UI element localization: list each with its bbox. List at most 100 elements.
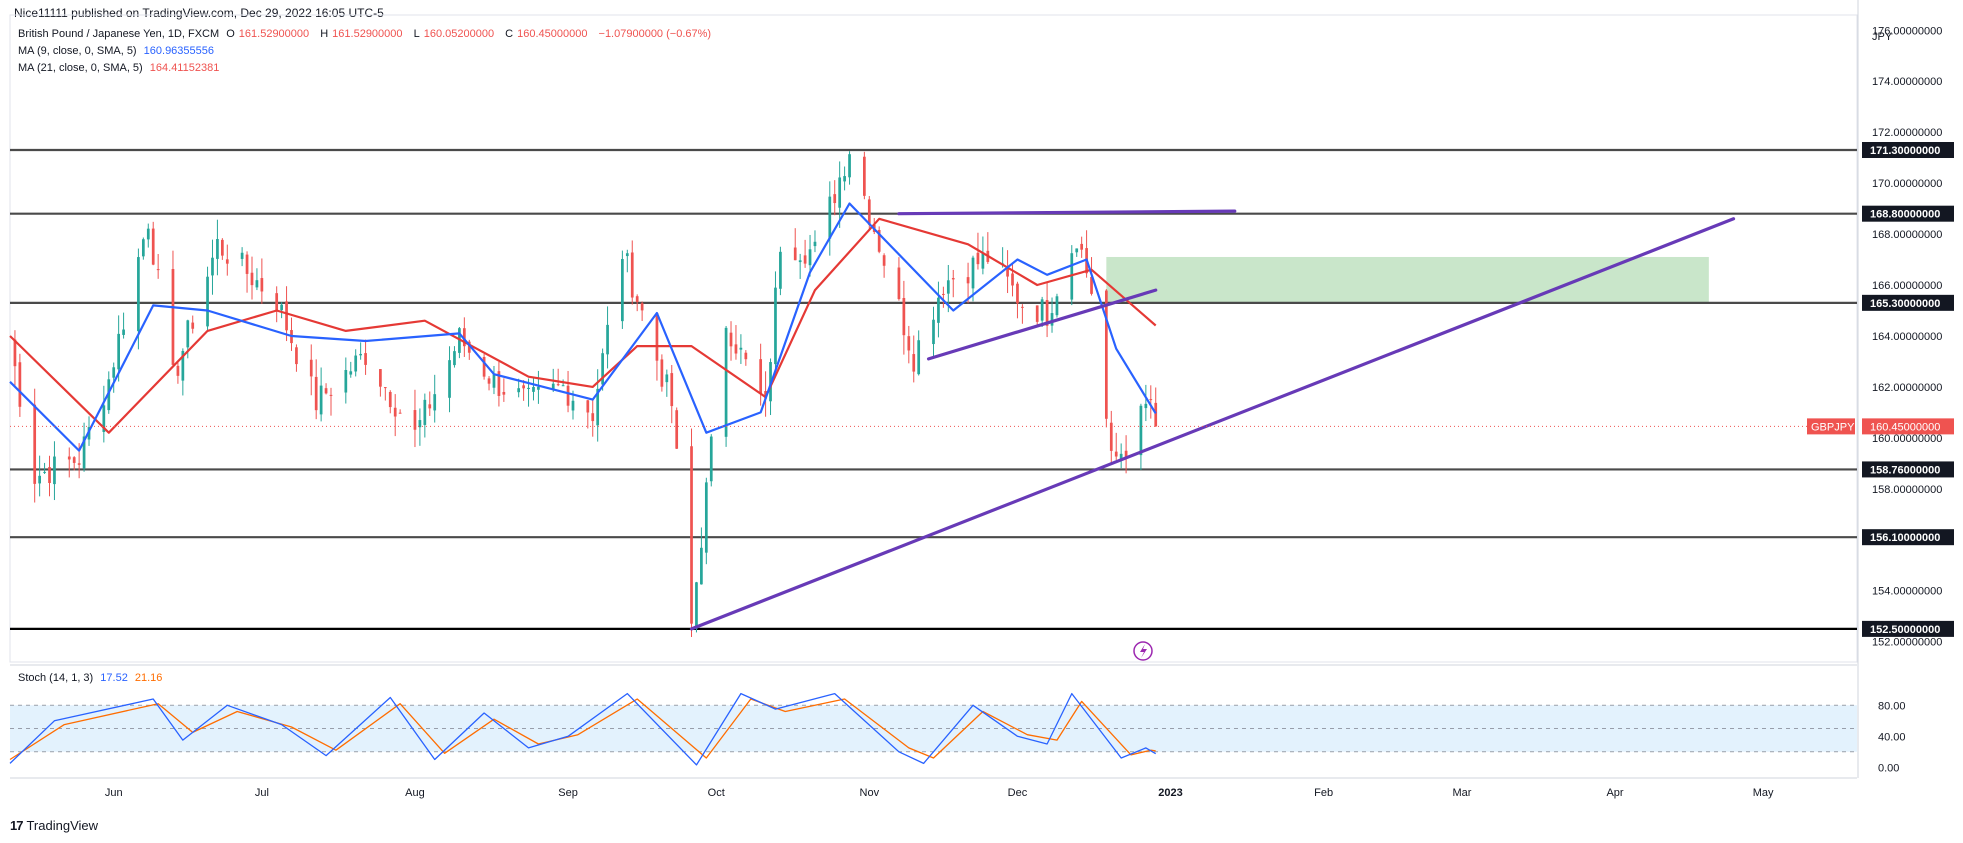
candle-body [596, 388, 600, 426]
candle-body [314, 376, 318, 411]
candle-body [1011, 273, 1014, 286]
time-tick-label: Mar [1452, 787, 1471, 799]
candle-body [700, 547, 703, 585]
candle-body [354, 355, 358, 372]
candle-body [532, 386, 535, 392]
stoch-label: Stoch (14, 1, 3) [18, 672, 94, 684]
candle-body [487, 378, 491, 384]
candle-body [848, 154, 851, 178]
price-tick-label: 162.00000000 [1872, 382, 1942, 394]
candle-body [709, 436, 713, 482]
candle-body [1040, 299, 1044, 321]
time-tick-label: Dec [1008, 787, 1028, 799]
high-label: H [320, 28, 329, 40]
candle-body [280, 304, 283, 311]
candle-body [937, 297, 940, 323]
candle-body [1114, 451, 1118, 457]
symbol-tag [1807, 418, 1855, 435]
candle-body [625, 253, 629, 257]
candle-body [151, 228, 155, 265]
candle-body [225, 259, 229, 264]
level-layer [10, 148, 1857, 630]
candle-body [882, 255, 886, 266]
candle-body [462, 328, 466, 347]
ma9-label: MA (9, close, 0, SMA, 5) [18, 45, 137, 57]
ma9-legend[interactable]: MA (9, close, 0, SMA, 5) 160.96355556 [18, 45, 218, 57]
price-tick-label: 166.00000000 [1872, 280, 1942, 292]
time-tick-label: Apr [1606, 787, 1623, 799]
candle-body [690, 446, 693, 624]
ohlc-low: L 160.05200000 [414, 28, 498, 40]
candle-body [537, 386, 540, 390]
time-tick-label: Feb [1314, 787, 1333, 799]
candle-body [774, 287, 777, 365]
candle-body [808, 249, 812, 266]
time-tick-label: Aug [405, 787, 425, 799]
ma9-value: 160.96355556 [143, 45, 215, 57]
candle-body [359, 353, 362, 356]
level-tag-text: 165.30000000 [1870, 298, 1940, 310]
stoch-tick-label: 40.00 [1878, 731, 1906, 743]
candle-body [220, 239, 224, 256]
symbol-name[interactable]: British Pound / Japanese Yen, 1D, FXCM [18, 28, 220, 40]
time-tick-label: Nov [860, 787, 880, 799]
level-tag-text: 168.80000000 [1870, 209, 1940, 221]
time-tick-label: May [1753, 787, 1774, 799]
candle-body [942, 293, 945, 295]
stoch-legend[interactable]: Stoch (14, 1, 3) 17.52 21.16 [18, 672, 166, 684]
high-value: 161.52900000 [332, 28, 403, 40]
ma21-legend[interactable]: MA (21, close, 0, SMA, 5) 164.41152381 [18, 62, 223, 74]
level-tag [1862, 205, 1954, 222]
close-label: C [505, 28, 514, 40]
candle-body [665, 374, 669, 383]
candle-body [695, 582, 698, 629]
candle-body [591, 413, 595, 422]
stoch-d-value: 21.16 [134, 672, 163, 684]
price-tick-label: 152.00000000 [1872, 637, 1942, 649]
price-tick-label: 154.00000000 [1872, 586, 1942, 598]
price-tick-label: 158.00000000 [1872, 484, 1942, 496]
tradingview-logo[interactable]: 17 TradingView [10, 818, 98, 833]
candle-body [379, 369, 382, 387]
trendline [926, 288, 1158, 361]
candle-body [1090, 276, 1093, 294]
event-marker-icon [1133, 641, 1153, 661]
candle-body [621, 259, 624, 322]
candle-body [18, 362, 22, 407]
candle-body [966, 277, 970, 284]
candle-body [137, 257, 140, 332]
candle-body [724, 327, 728, 437]
candle-body [309, 359, 313, 377]
candle-body [285, 301, 288, 331]
candle-body [176, 365, 180, 376]
candle-body [932, 319, 935, 345]
candle-body [497, 371, 501, 396]
price-tick-label: 172.00000000 [1872, 127, 1942, 139]
axes-layer: 152.00000000154.00000000156.00000000158.… [105, 25, 1954, 799]
candle-body [102, 405, 106, 432]
price-tick-label: 174.00000000 [1872, 76, 1942, 88]
level-tag-text: 171.30000000 [1870, 145, 1940, 157]
candle-body [571, 400, 575, 411]
ohlc-close: C 160.45000000 [505, 28, 591, 40]
candle-body [423, 399, 427, 425]
candle-body [433, 394, 437, 411]
candle-body [492, 374, 496, 388]
candle-body [393, 407, 397, 417]
level-tag [1862, 529, 1954, 546]
candle-body [843, 176, 846, 182]
ohlc-high: H 161.52900000 [320, 28, 406, 40]
candle-body [586, 400, 590, 413]
candle-body [793, 247, 797, 261]
candle-body [388, 391, 392, 408]
candle-body [522, 385, 525, 389]
candle-body [1045, 300, 1049, 326]
candle-body [67, 456, 71, 460]
candle-body [216, 238, 219, 259]
candle-body [556, 384, 560, 386]
stoch-k-value: 17.52 [100, 672, 128, 684]
time-tick-label: Jun [105, 787, 123, 799]
candle-body [260, 278, 264, 292]
published-header: Nice11111 published on TradingView.com, … [14, 6, 384, 20]
